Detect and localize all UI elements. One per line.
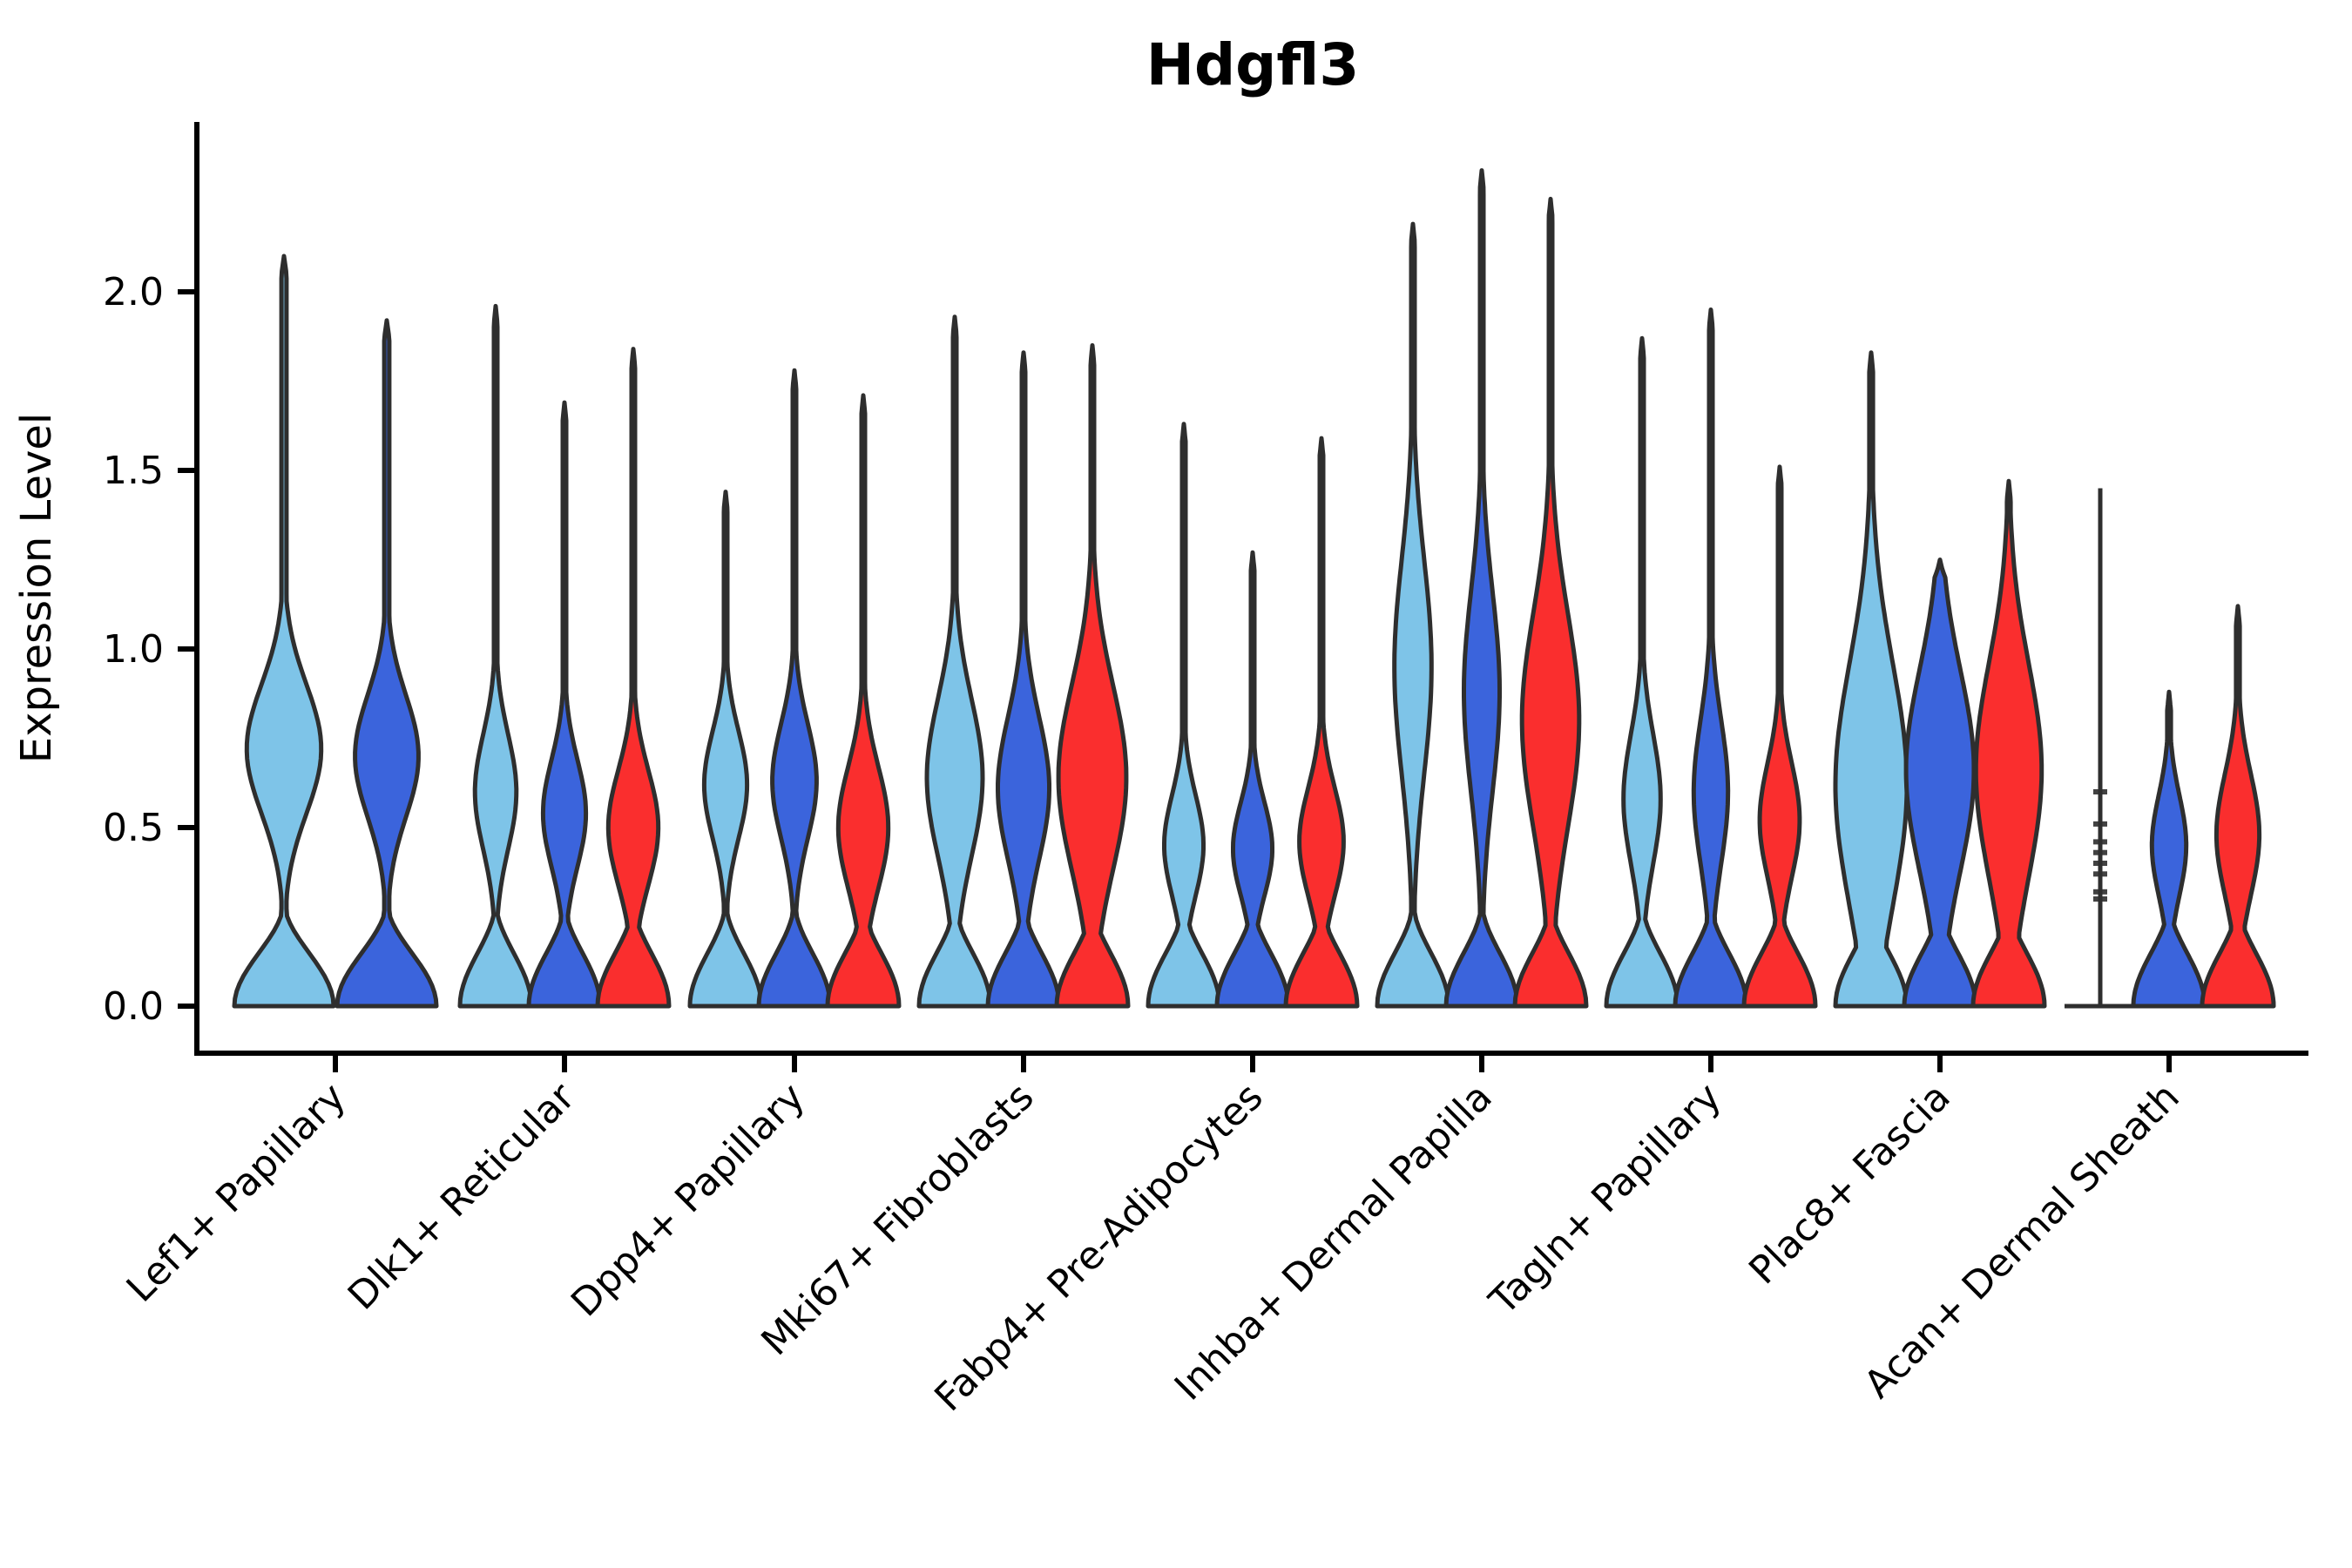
violin-mki67-fibroblasts-dark_blue <box>985 350 1062 1009</box>
violin-tagln-papillary-dark_blue <box>1673 308 1749 1009</box>
y-tick-label: 2.0 <box>103 270 164 314</box>
y-ticks: 0.0 0.5 1.0 1.5 2.0 <box>103 270 197 1029</box>
violin-inhba-dermal-papilla-red <box>1512 196 1589 1009</box>
violin-group-dpp4-papillary <box>687 368 902 1009</box>
violin-inhba-dermal-papilla-light_blue <box>1375 221 1451 1009</box>
x-category-labels: Lef1+ Papillary Dlk1+ Reticular Dpp4+ Pa… <box>118 1074 2188 1420</box>
violin-plac8-fascia-light_blue <box>1833 350 1909 1009</box>
violin-dpp4-papillary-red <box>825 393 902 1009</box>
violin-plac8-fascia-red <box>1970 478 2047 1009</box>
x-category-label: Dlk1+ Reticular <box>340 1074 585 1319</box>
x-category-label: Lef1+ Papillary <box>118 1075 355 1311</box>
violin-acan-dermal-sheath-red <box>2200 604 2276 1009</box>
violin-dpp4-papillary-dark_blue <box>756 368 833 1009</box>
x-ticks <box>333 1053 2172 1072</box>
violin-fabp4-pre-adipocytes-red <box>1283 436 1360 1009</box>
y-axis-label: Expression Level <box>12 413 61 764</box>
violins-layer <box>232 168 2276 1009</box>
violin-tagln-papillary-light_blue <box>1604 335 1680 1009</box>
violin-mki67-fibroblasts-red <box>1054 343 1131 1009</box>
violin-group-plac8-fascia <box>1833 350 2047 1009</box>
violin-group-tagln-papillary <box>1604 308 1818 1009</box>
violin-group-mki67-fibroblasts <box>916 314 1131 1009</box>
violin-lef1-papillary-dark_blue <box>335 318 439 1009</box>
y-tick-label: 0.0 <box>103 984 164 1029</box>
y-tick-label: 1.0 <box>103 627 164 672</box>
violin-group-fabp4-pre-adipocytes <box>1146 422 1360 1009</box>
violin-dpp4-papillary-light_blue <box>687 490 764 1009</box>
violin-group-acan-dermal-sheath <box>2065 488 2276 1009</box>
violin-dlk1-reticular-dark_blue <box>526 400 603 1009</box>
violin-group-inhba-dermal-papilla <box>1375 168 1589 1009</box>
violin-acan-dermal-sheath-dark_blue <box>2131 689 2207 1009</box>
x-category-label: Tagln+ Papillary <box>1481 1075 1730 1324</box>
y-tick-label: 1.5 <box>103 449 164 493</box>
violin-tagln-papillary-red <box>1741 464 1818 1009</box>
violin-fabp4-pre-adipocytes-dark_blue <box>1214 550 1291 1009</box>
violin-inhba-dermal-papilla-dark_blue <box>1443 168 1520 1009</box>
x-category-label: Dpp4+ Papillary <box>563 1075 814 1326</box>
violin-acan-dermal-sheath-outline-degenerate <box>2065 488 2136 1009</box>
chart-title: Hdgfl3 <box>1146 31 1360 98</box>
violin-dlk1-reticular-light_blue <box>457 303 534 1009</box>
violin-mki67-fibroblasts-light_blue <box>916 314 993 1009</box>
violin-fabp4-pre-adipocytes-light_blue <box>1146 422 1222 1009</box>
y-tick-label: 0.5 <box>103 806 164 850</box>
violin-group-dlk1-reticular <box>457 303 672 1009</box>
violin-group-lef1-papillary <box>232 253 439 1009</box>
violin-dlk1-reticular-red <box>595 347 672 1009</box>
violin-lef1-papillary-light_blue <box>232 253 336 1009</box>
violin-plac8-fascia-dark_blue <box>1902 558 1978 1009</box>
x-category-label: Plac8+ Fascia <box>1740 1075 1959 1294</box>
